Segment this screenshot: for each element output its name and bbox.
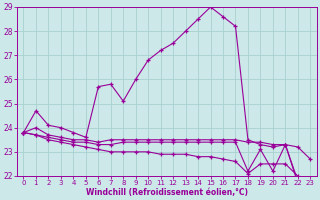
X-axis label: Windchill (Refroidissement éolien,°C): Windchill (Refroidissement éolien,°C) — [86, 188, 248, 197]
